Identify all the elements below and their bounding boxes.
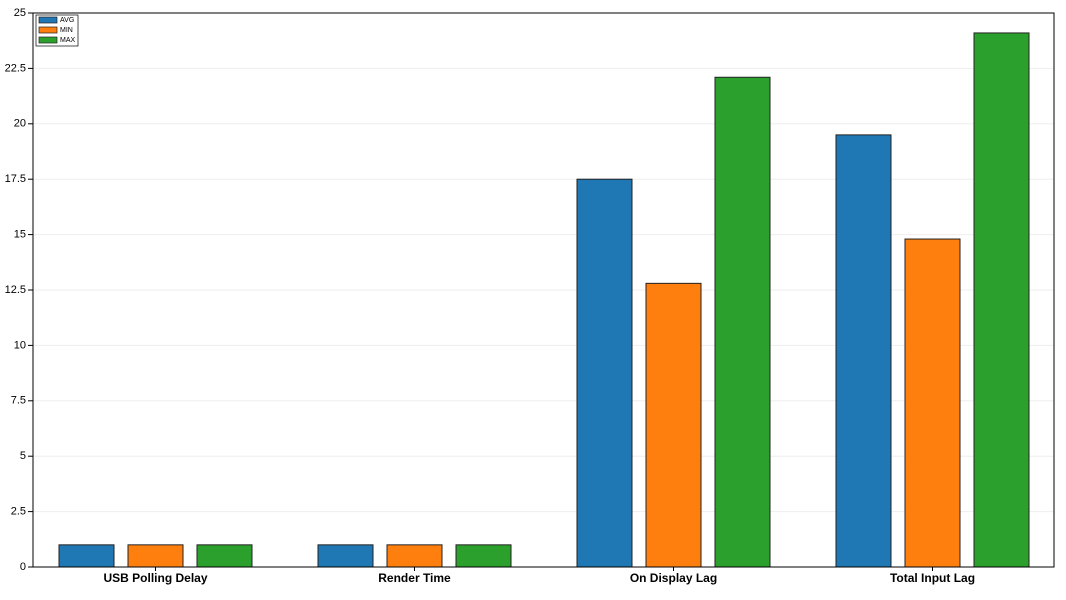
y-tick-label: 2.5 <box>11 506 26 518</box>
x-tick-label: Render Time <box>378 571 451 585</box>
plot-frame <box>32 12 1055 568</box>
y-tick-label: 22.5 <box>5 62 26 74</box>
bar <box>576 178 633 568</box>
bar <box>835 134 892 568</box>
bar <box>714 76 771 568</box>
x-tick-label: On Display Lag <box>630 571 717 585</box>
legend-label: AVG <box>60 17 74 24</box>
y-tick-label: 12.5 <box>5 284 26 296</box>
legend-swatch <box>38 36 58 44</box>
y-tick-label: 20 <box>14 118 26 130</box>
bar <box>196 544 253 568</box>
bar <box>386 544 443 568</box>
bar <box>904 238 961 568</box>
y-tick-label: 15 <box>14 229 26 241</box>
bar <box>455 544 512 568</box>
legend-swatch <box>38 16 58 24</box>
bar <box>127 544 184 568</box>
y-tick-label: 25 <box>14 7 26 19</box>
x-tick-label: Total Input Lag <box>890 571 975 585</box>
legend-label: MAX <box>60 37 76 44</box>
y-tick-label: 17.5 <box>5 173 26 185</box>
bar <box>58 544 115 568</box>
bar <box>645 282 702 568</box>
bar <box>973 32 1030 568</box>
bar <box>317 544 374 568</box>
legend-swatch <box>38 26 58 34</box>
y-tick-label: 0 <box>20 561 26 573</box>
x-tick-label: USB Polling Delay <box>103 571 207 585</box>
y-tick-label: 7.5 <box>11 395 26 407</box>
y-tick-label: 5 <box>20 450 26 462</box>
legend-label: MIN <box>60 27 73 34</box>
y-tick-label: 10 <box>14 339 26 351</box>
